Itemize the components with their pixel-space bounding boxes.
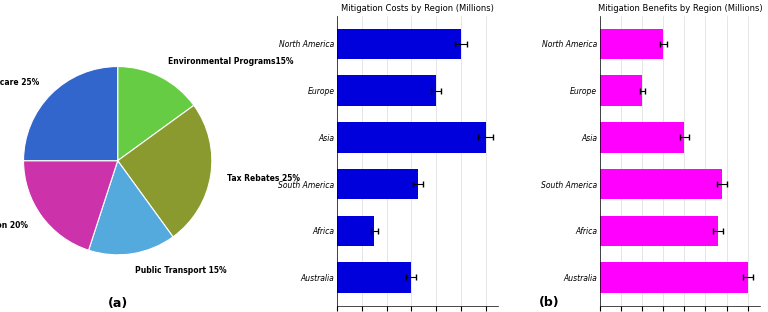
Bar: [337, 262, 412, 293]
Wedge shape: [118, 105, 212, 237]
Title: Mitigation Costs by Region (Millions): Mitigation Costs by Region (Millions): [341, 4, 494, 13]
Text: Environmental Programs15%: Environmental Programs15%: [168, 57, 293, 66]
Bar: [337, 169, 418, 199]
Text: Tax Rebates 25%: Tax Rebates 25%: [227, 173, 300, 183]
Bar: [600, 169, 723, 199]
Bar: [600, 216, 718, 246]
Wedge shape: [24, 161, 118, 250]
Bar: [600, 76, 642, 106]
Text: (a): (a): [108, 297, 127, 310]
Text: Healthcare 25%: Healthcare 25%: [0, 78, 39, 87]
Bar: [337, 216, 374, 246]
Bar: [337, 122, 485, 153]
Bar: [337, 29, 461, 59]
Bar: [600, 262, 748, 293]
Title: Mitigation Benefits by Region (Millions): Mitigation Benefits by Region (Millions): [598, 4, 763, 13]
Wedge shape: [24, 66, 118, 161]
Wedge shape: [88, 161, 173, 255]
Text: (b): (b): [538, 296, 559, 309]
Wedge shape: [118, 66, 194, 161]
Bar: [337, 76, 436, 106]
Text: Education 20%: Education 20%: [0, 222, 28, 231]
Bar: [600, 29, 664, 59]
Text: Public Transport 15%: Public Transport 15%: [135, 266, 227, 275]
Bar: [600, 122, 684, 153]
